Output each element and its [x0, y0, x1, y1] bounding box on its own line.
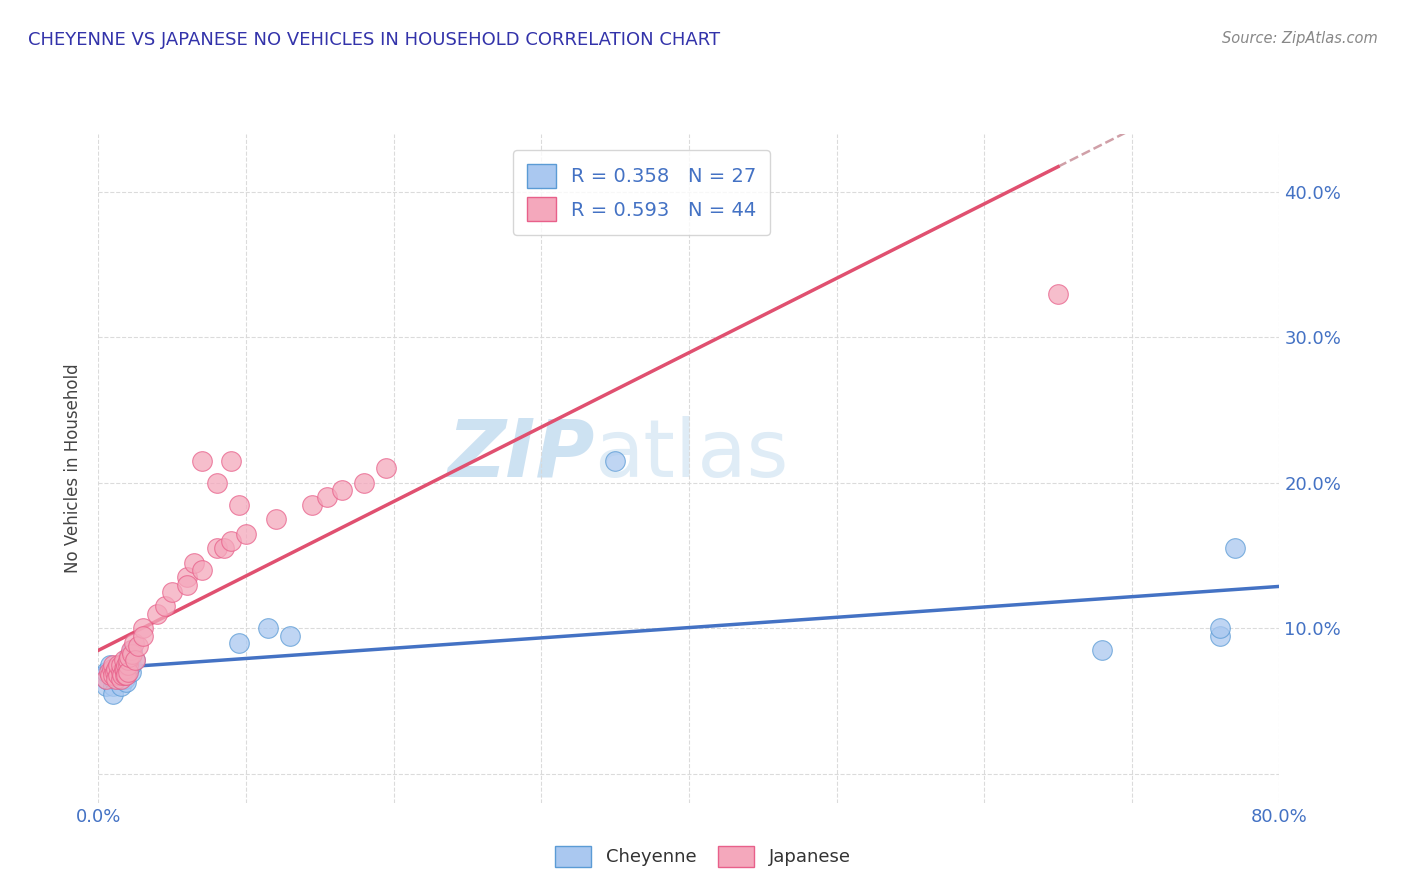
- Point: [183, 556, 205, 570]
- Point: [94, 665, 117, 679]
- Point: [100, 662, 122, 676]
- Point: [115, 668, 138, 682]
- Point: [112, 665, 135, 679]
- Point: [127, 639, 149, 653]
- Point: [301, 498, 323, 512]
- Point: [103, 657, 125, 672]
- Point: [115, 657, 138, 672]
- Point: [118, 650, 141, 665]
- Point: [353, 475, 375, 490]
- Text: Source: ZipAtlas.com: Source: ZipAtlas.com: [1222, 31, 1378, 46]
- Point: [235, 526, 257, 541]
- Point: [114, 662, 136, 676]
- Point: [146, 607, 169, 621]
- Point: [117, 653, 139, 667]
- Point: [212, 541, 235, 556]
- Point: [176, 570, 198, 584]
- Point: [117, 665, 139, 679]
- Point: [228, 498, 250, 512]
- Point: [605, 454, 627, 468]
- Point: [97, 665, 120, 679]
- Legend: Cheyenne, Japanese: Cheyenne, Japanese: [548, 838, 858, 874]
- Point: [191, 563, 214, 577]
- Point: [120, 665, 142, 679]
- Point: [122, 636, 145, 650]
- Point: [107, 657, 129, 672]
- Point: [132, 628, 155, 642]
- Point: [110, 657, 132, 672]
- Point: [205, 541, 228, 556]
- Point: [112, 653, 135, 667]
- Point: [110, 672, 132, 686]
- Point: [103, 668, 125, 682]
- Point: [124, 653, 146, 667]
- Point: [153, 599, 176, 614]
- Point: [120, 650, 142, 665]
- Point: [103, 680, 125, 694]
- Point: [257, 621, 280, 635]
- Point: [330, 483, 353, 497]
- Point: [103, 687, 125, 701]
- Point: [1091, 643, 1114, 657]
- Point: [104, 665, 127, 679]
- Point: [94, 672, 117, 686]
- Point: [105, 662, 128, 676]
- Point: [112, 662, 135, 676]
- Point: [316, 491, 339, 505]
- Point: [124, 653, 146, 667]
- Point: [103, 672, 125, 686]
- Text: ZIP: ZIP: [447, 416, 595, 494]
- Point: [117, 650, 139, 665]
- Point: [228, 636, 250, 650]
- Point: [114, 668, 136, 682]
- Point: [132, 621, 155, 635]
- Point: [117, 657, 139, 672]
- Point: [115, 675, 138, 690]
- Point: [110, 672, 132, 686]
- Legend: R = 0.358   N = 27, R = 0.593   N = 44: R = 0.358 N = 27, R = 0.593 N = 44: [513, 150, 770, 235]
- Point: [121, 643, 143, 657]
- Y-axis label: No Vehicles in Household: No Vehicles in Household: [65, 363, 83, 574]
- Point: [1046, 286, 1069, 301]
- Point: [114, 672, 136, 686]
- Point: [375, 461, 398, 475]
- Point: [278, 628, 302, 642]
- Point: [1209, 628, 1232, 642]
- Point: [107, 668, 129, 682]
- Point: [219, 454, 242, 468]
- Text: CHEYENNE VS JAPANESE NO VEHICLES IN HOUSEHOLD CORRELATION CHART: CHEYENNE VS JAPANESE NO VEHICLES IN HOUS…: [28, 31, 720, 49]
- Point: [1209, 621, 1232, 635]
- Point: [98, 657, 121, 672]
- Point: [120, 643, 142, 657]
- Point: [117, 657, 139, 672]
- Point: [264, 512, 287, 526]
- Point: [94, 672, 117, 686]
- Point: [111, 668, 134, 682]
- Point: [110, 665, 132, 679]
- Point: [205, 475, 228, 490]
- Point: [176, 577, 198, 591]
- Point: [219, 534, 242, 549]
- Point: [121, 648, 143, 662]
- Point: [1223, 541, 1246, 556]
- Point: [120, 657, 142, 672]
- Text: atlas: atlas: [595, 416, 789, 494]
- Point: [105, 672, 128, 686]
- Point: [110, 657, 132, 672]
- Point: [117, 665, 139, 679]
- Point: [105, 665, 128, 679]
- Point: [94, 680, 117, 694]
- Point: [110, 680, 132, 694]
- Point: [115, 668, 138, 682]
- Point: [162, 585, 183, 599]
- Point: [98, 668, 121, 682]
- Point: [110, 665, 132, 679]
- Point: [191, 454, 214, 468]
- Point: [105, 672, 128, 686]
- Point: [114, 662, 136, 676]
